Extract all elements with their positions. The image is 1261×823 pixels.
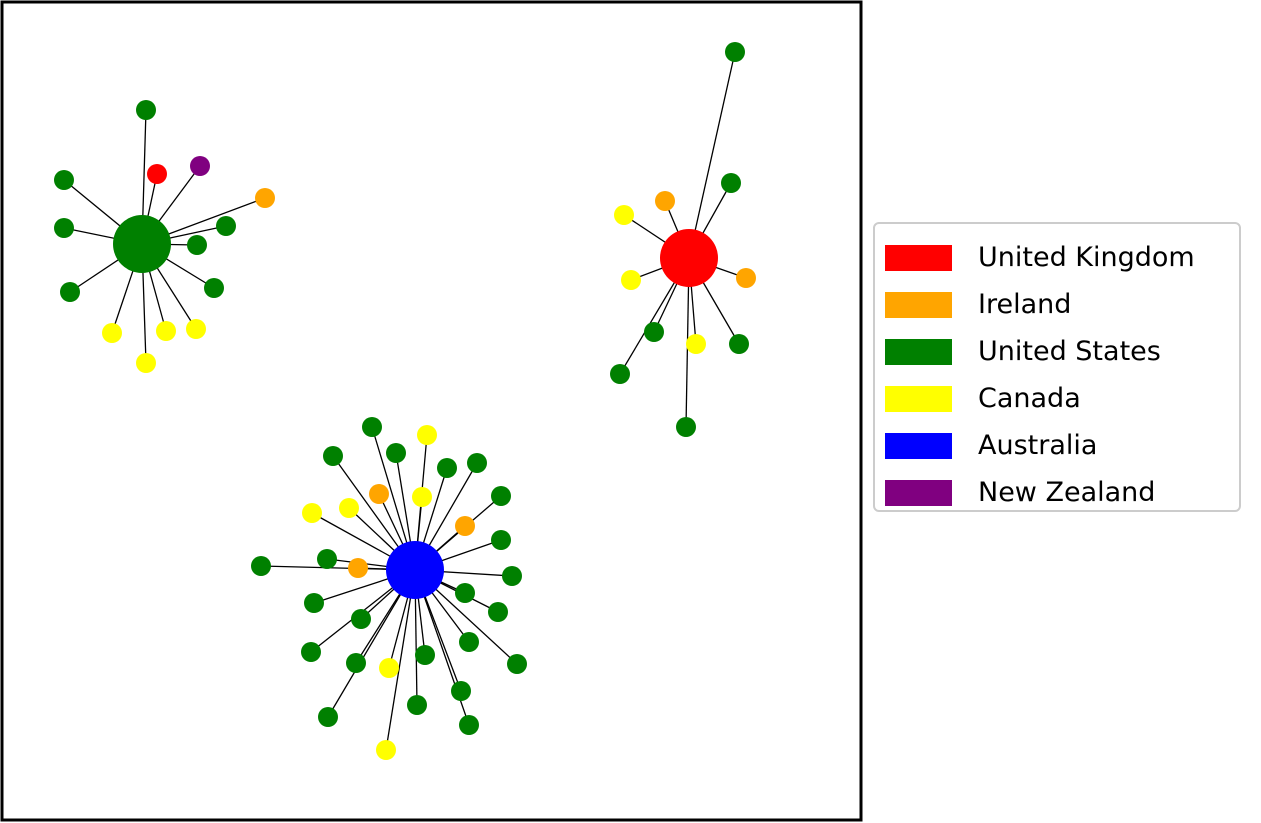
node-new-zealand	[190, 156, 210, 176]
node-united-states	[362, 417, 382, 437]
legend-label-new-zealand: New Zealand	[978, 477, 1156, 508]
legend-entry-united-states: United States	[885, 328, 1239, 375]
node-united-states	[317, 549, 337, 569]
node-canada	[186, 319, 206, 339]
legend-swatch-australia	[885, 432, 952, 459]
node-united-states	[407, 695, 427, 715]
node-ireland	[455, 516, 475, 536]
node-canada	[156, 321, 176, 341]
node-united-states	[491, 486, 511, 506]
node-canada	[379, 658, 399, 678]
node-ireland	[348, 558, 368, 578]
node-united-states	[451, 681, 471, 701]
node-ireland	[655, 191, 675, 211]
node-canada	[686, 334, 706, 354]
legend: United Kingdom Ireland United States Can…	[873, 222, 1241, 512]
hub-node-united-kingdom	[660, 229, 718, 287]
node-ireland	[255, 188, 275, 208]
legend-label-united-states: United States	[978, 336, 1161, 367]
node-united-states	[437, 458, 457, 478]
node-united-states	[187, 235, 207, 255]
node-united-states	[415, 645, 435, 665]
hub-node-australia	[386, 541, 444, 599]
node-canada	[417, 425, 437, 445]
node-united-states	[304, 593, 324, 613]
node-united-states	[323, 446, 343, 466]
node-united-states	[60, 282, 80, 302]
hub-node-united-states	[113, 215, 171, 273]
legend-swatch-ireland	[885, 291, 952, 318]
node-united-states	[467, 453, 487, 473]
node-united-states	[251, 556, 271, 576]
edge	[385, 569, 416, 751]
node-united-states	[54, 170, 74, 190]
legend-swatch-united-states	[885, 338, 952, 365]
node-united-states	[491, 530, 511, 550]
node-united-states	[459, 715, 479, 735]
node-united-states	[351, 609, 371, 629]
node-united-states	[725, 42, 745, 62]
node-united-states	[459, 632, 479, 652]
legend-swatch-united-kingdom	[885, 244, 952, 271]
node-united-states	[721, 173, 741, 193]
node-united-states	[507, 654, 527, 674]
node-united-states	[318, 707, 338, 727]
legend-entry-new-zealand: New Zealand	[885, 469, 1239, 516]
node-united-states	[386, 443, 406, 463]
node-canada	[136, 353, 156, 373]
node-united-states	[54, 218, 74, 238]
legend-label-united-kingdom: United Kingdom	[978, 242, 1195, 273]
node-united-states	[502, 566, 522, 586]
node-united-states	[136, 100, 156, 120]
legend-label-ireland: Ireland	[978, 289, 1072, 320]
node-layer	[54, 42, 756, 760]
legend-label-australia: Australia	[978, 430, 1098, 461]
node-united-states	[729, 334, 749, 354]
node-canada	[302, 503, 322, 523]
node-united-states	[204, 278, 224, 298]
legend-swatch-new-zealand	[885, 479, 952, 506]
node-united-states	[644, 322, 664, 342]
node-united-states	[216, 216, 236, 236]
node-ireland	[369, 484, 389, 504]
legend-entry-united-kingdom: United Kingdom	[885, 234, 1239, 281]
node-ireland	[736, 268, 756, 288]
legend-label-canada: Canada	[978, 383, 1081, 414]
node-united-states	[346, 653, 366, 673]
node-canada	[102, 323, 122, 343]
node-canada	[376, 740, 396, 760]
legend-swatch-canada	[885, 385, 952, 412]
node-united-states	[488, 602, 508, 622]
legend-entry-canada: Canada	[885, 375, 1239, 422]
legend-entry-ireland: Ireland	[885, 281, 1239, 328]
node-canada	[621, 270, 641, 290]
legend-entry-australia: Australia	[885, 422, 1239, 469]
node-united-states	[455, 583, 475, 603]
node-canada	[339, 498, 359, 518]
edge	[688, 51, 736, 259]
node-united-states	[676, 417, 696, 437]
node-united-states	[301, 642, 321, 662]
plot-frame	[0, 0, 863, 822]
node-united-states	[610, 364, 630, 384]
node-canada	[614, 205, 634, 225]
node-united-kingdom	[147, 164, 167, 184]
node-canada	[412, 487, 432, 507]
